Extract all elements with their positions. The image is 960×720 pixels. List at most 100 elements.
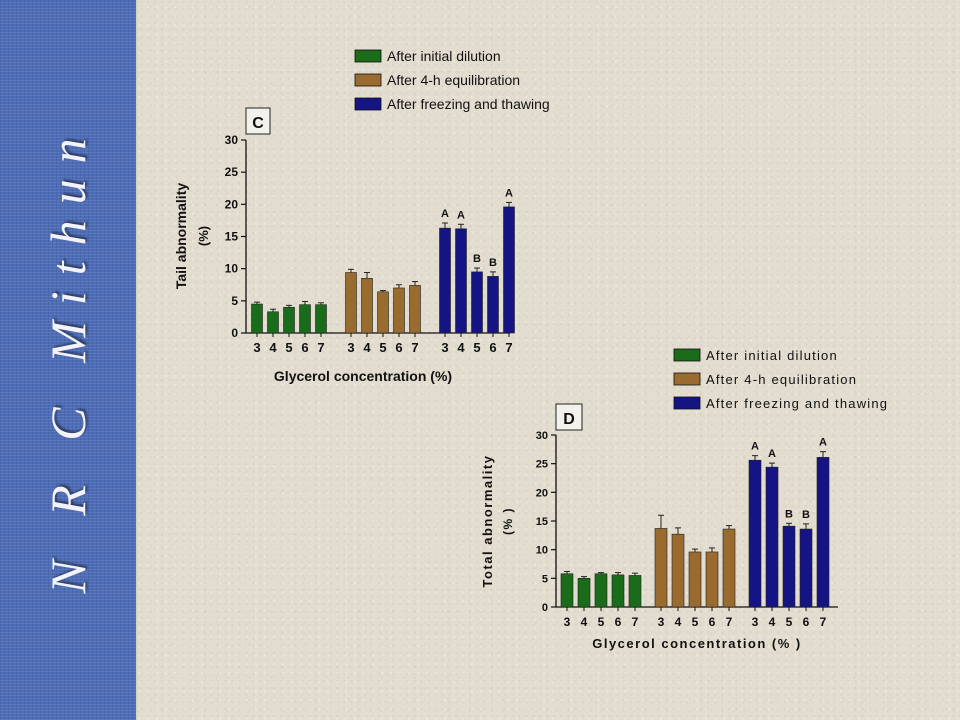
sidebar: N R C Mithun (0, 0, 138, 720)
bar (503, 206, 515, 334)
bar (628, 575, 642, 608)
bar (455, 228, 467, 334)
significance-letter: A (457, 209, 465, 221)
y-tick-label: 20 (536, 487, 548, 499)
legend-label: After 4-h equilibration (706, 372, 857, 387)
bar (471, 271, 483, 334)
legend-label: After initial dilution (387, 48, 501, 64)
x-tick-label: 4 (269, 340, 277, 355)
legend-swatch (354, 73, 382, 87)
x-tick-label: 5 (692, 615, 699, 629)
bar (654, 528, 668, 608)
chart-d: After initial dilution After 4-h equilibr… (480, 348, 888, 651)
y-tick-label: 15 (225, 230, 239, 244)
panel-label: C (252, 115, 264, 132)
y-axis-label-unit: (% ) (501, 507, 515, 535)
bar (611, 574, 625, 608)
bar (345, 272, 357, 334)
significance-letter: A (768, 448, 776, 460)
y-tick-label: 20 (225, 197, 239, 211)
legend-swatch (354, 49, 382, 63)
legend-swatch (673, 396, 701, 410)
bar (299, 304, 311, 334)
x-tick-label: 3 (347, 340, 354, 355)
x-tick-label: 5 (379, 340, 386, 355)
legend-swatch (673, 348, 701, 362)
bar (748, 459, 762, 608)
panel-label: D (563, 411, 575, 428)
x-tick-label: 5 (473, 340, 480, 355)
x-tick-label: 4 (581, 615, 588, 629)
legend-swatch (673, 372, 701, 386)
x-tick-label: 7 (820, 615, 827, 629)
x-tick-label: 7 (505, 340, 512, 355)
bar (577, 578, 591, 608)
x-tick-label: 6 (489, 340, 496, 355)
bar (283, 306, 295, 334)
x-tick-label: 6 (615, 615, 622, 629)
x-tick-label: 3 (564, 615, 571, 629)
x-tick-label: 4 (457, 340, 465, 355)
legend-swatch (354, 97, 382, 111)
x-tick-label: 6 (395, 340, 402, 355)
x-axis-label: Glycerol concentration (% ) (592, 636, 802, 651)
legend-label: After initial dilution (706, 348, 838, 363)
bar (816, 457, 830, 608)
y-tick-label: 25 (536, 459, 548, 471)
bar (594, 573, 608, 608)
panel-label-box (245, 107, 271, 135)
y-tick-label: 15 (536, 516, 548, 528)
x-axis-label: Glycerol concentration (%) (274, 368, 452, 384)
x-tick-label: 6 (709, 615, 716, 629)
bar (671, 533, 685, 608)
x-tick-label: 5 (285, 340, 292, 355)
y-tick-label: 0 (542, 602, 548, 614)
x-tick-label: 7 (317, 340, 324, 355)
x-tick-label: 3 (441, 340, 448, 355)
bar (688, 551, 702, 608)
bar (409, 285, 421, 334)
bar (377, 291, 389, 334)
significance-letter: A (505, 187, 513, 199)
y-tick-label: 10 (225, 262, 239, 276)
significance-letter: B (802, 509, 810, 521)
significance-letter: A (751, 441, 759, 453)
x-tick-label: 3 (658, 615, 665, 629)
legend-label: After freezing and thawing (387, 96, 550, 112)
x-tick-label: 4 (675, 615, 682, 629)
significance-letter: A (819, 437, 827, 449)
y-axis-label-unit: (%) (196, 226, 211, 246)
bar (705, 551, 719, 608)
y-axis-label: Tail abnormality (173, 183, 189, 290)
panel-label-box (555, 403, 583, 431)
significance-letter: B (473, 253, 481, 265)
y-tick-label: 25 (225, 165, 239, 179)
x-tick-label: 5 (598, 615, 605, 629)
y-tick-label: 5 (542, 573, 548, 585)
x-tick-label: 3 (253, 340, 260, 355)
x-tick-label: 7 (411, 340, 418, 355)
significance-letter: B (785, 508, 793, 520)
legend-label: After freezing and thawing (706, 396, 888, 411)
significance-letter: A (441, 208, 449, 220)
x-tick-label: 4 (363, 340, 371, 355)
x-tick-label: 6 (301, 340, 308, 355)
y-tick-label: 30 (225, 133, 239, 147)
bar (251, 303, 263, 334)
x-tick-label: 5 (786, 615, 793, 629)
significance-letter: B (489, 257, 497, 269)
x-tick-label: 4 (769, 615, 776, 629)
bar (765, 466, 779, 608)
y-tick-label: 30 (536, 430, 548, 442)
chart-c: After initial dilution After 4-h equilibr… (173, 48, 550, 384)
bar (560, 573, 574, 608)
y-axis-label: Total abnormality (480, 455, 495, 588)
bar (393, 287, 405, 334)
x-tick-label: 6 (803, 615, 810, 629)
bar (315, 304, 327, 334)
y-tick-label: 0 (231, 326, 238, 340)
x-tick-label: 7 (726, 615, 733, 629)
bar (487, 276, 499, 334)
bar (799, 528, 813, 608)
